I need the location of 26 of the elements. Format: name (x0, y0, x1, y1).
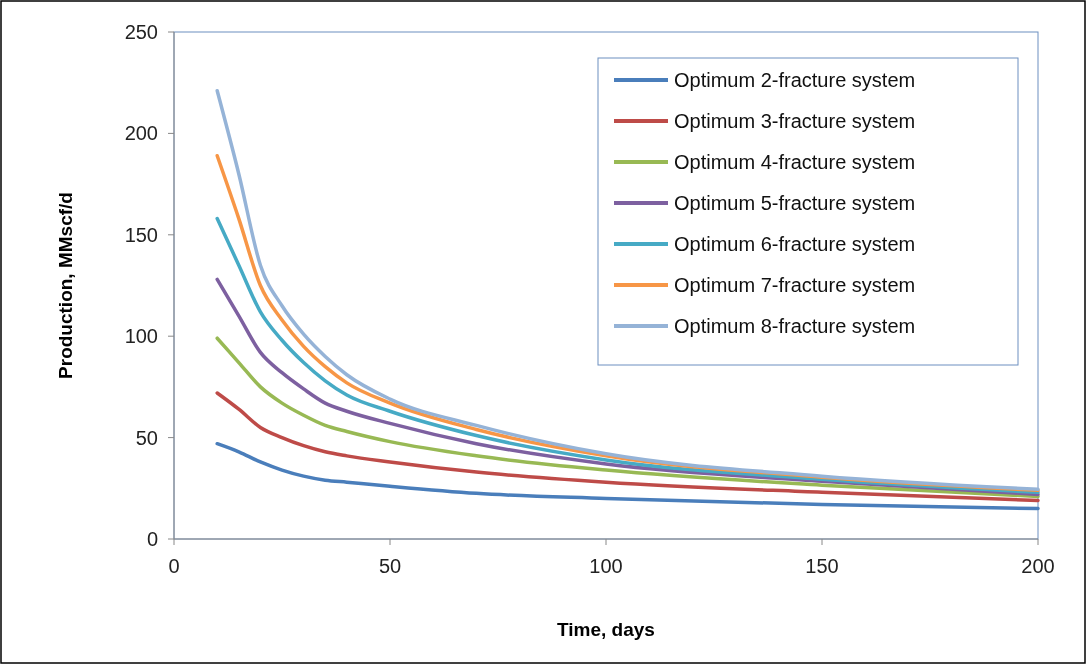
y-tick-label: 0 (146, 528, 158, 550)
y-tick-label: 100 (124, 325, 158, 348)
x-tick-label: 0 (168, 555, 180, 577)
legend-label: Optimum 3-fracture system (674, 110, 916, 132)
x-tick-label: 150 (805, 555, 839, 577)
legend-label: Optimum 7-fracture system (674, 274, 916, 296)
legend-label: Optimum 4-fracture system (674, 151, 916, 173)
legend-label: Optimum 2-fracture system (674, 69, 916, 91)
y-tick-label: 200 (124, 122, 158, 145)
line-series (215, 441, 1040, 511)
y-tick-label: 150 (124, 223, 158, 246)
line-series (215, 391, 1040, 503)
x-tick-label: 200 (1021, 555, 1055, 577)
line-series (215, 89, 1040, 492)
x-tick-label: 100 (589, 555, 623, 577)
y-axis-title: Production, MMscf/d (55, 192, 76, 379)
x-tick-label: 50 (378, 555, 402, 577)
y-tick-label: 250 (124, 21, 158, 43)
line-series (215, 216, 1040, 495)
legend-label: Optimum 8-fracture system (674, 315, 916, 337)
line-series (215, 336, 1040, 499)
y-tick-label: 50 (135, 426, 158, 449)
legend-label: Optimum 6-fracture system (674, 233, 916, 255)
x-axis-title: Time, days (557, 619, 655, 640)
line-series (215, 277, 1040, 497)
legend-label: Optimum 5-fracture system (674, 192, 916, 214)
